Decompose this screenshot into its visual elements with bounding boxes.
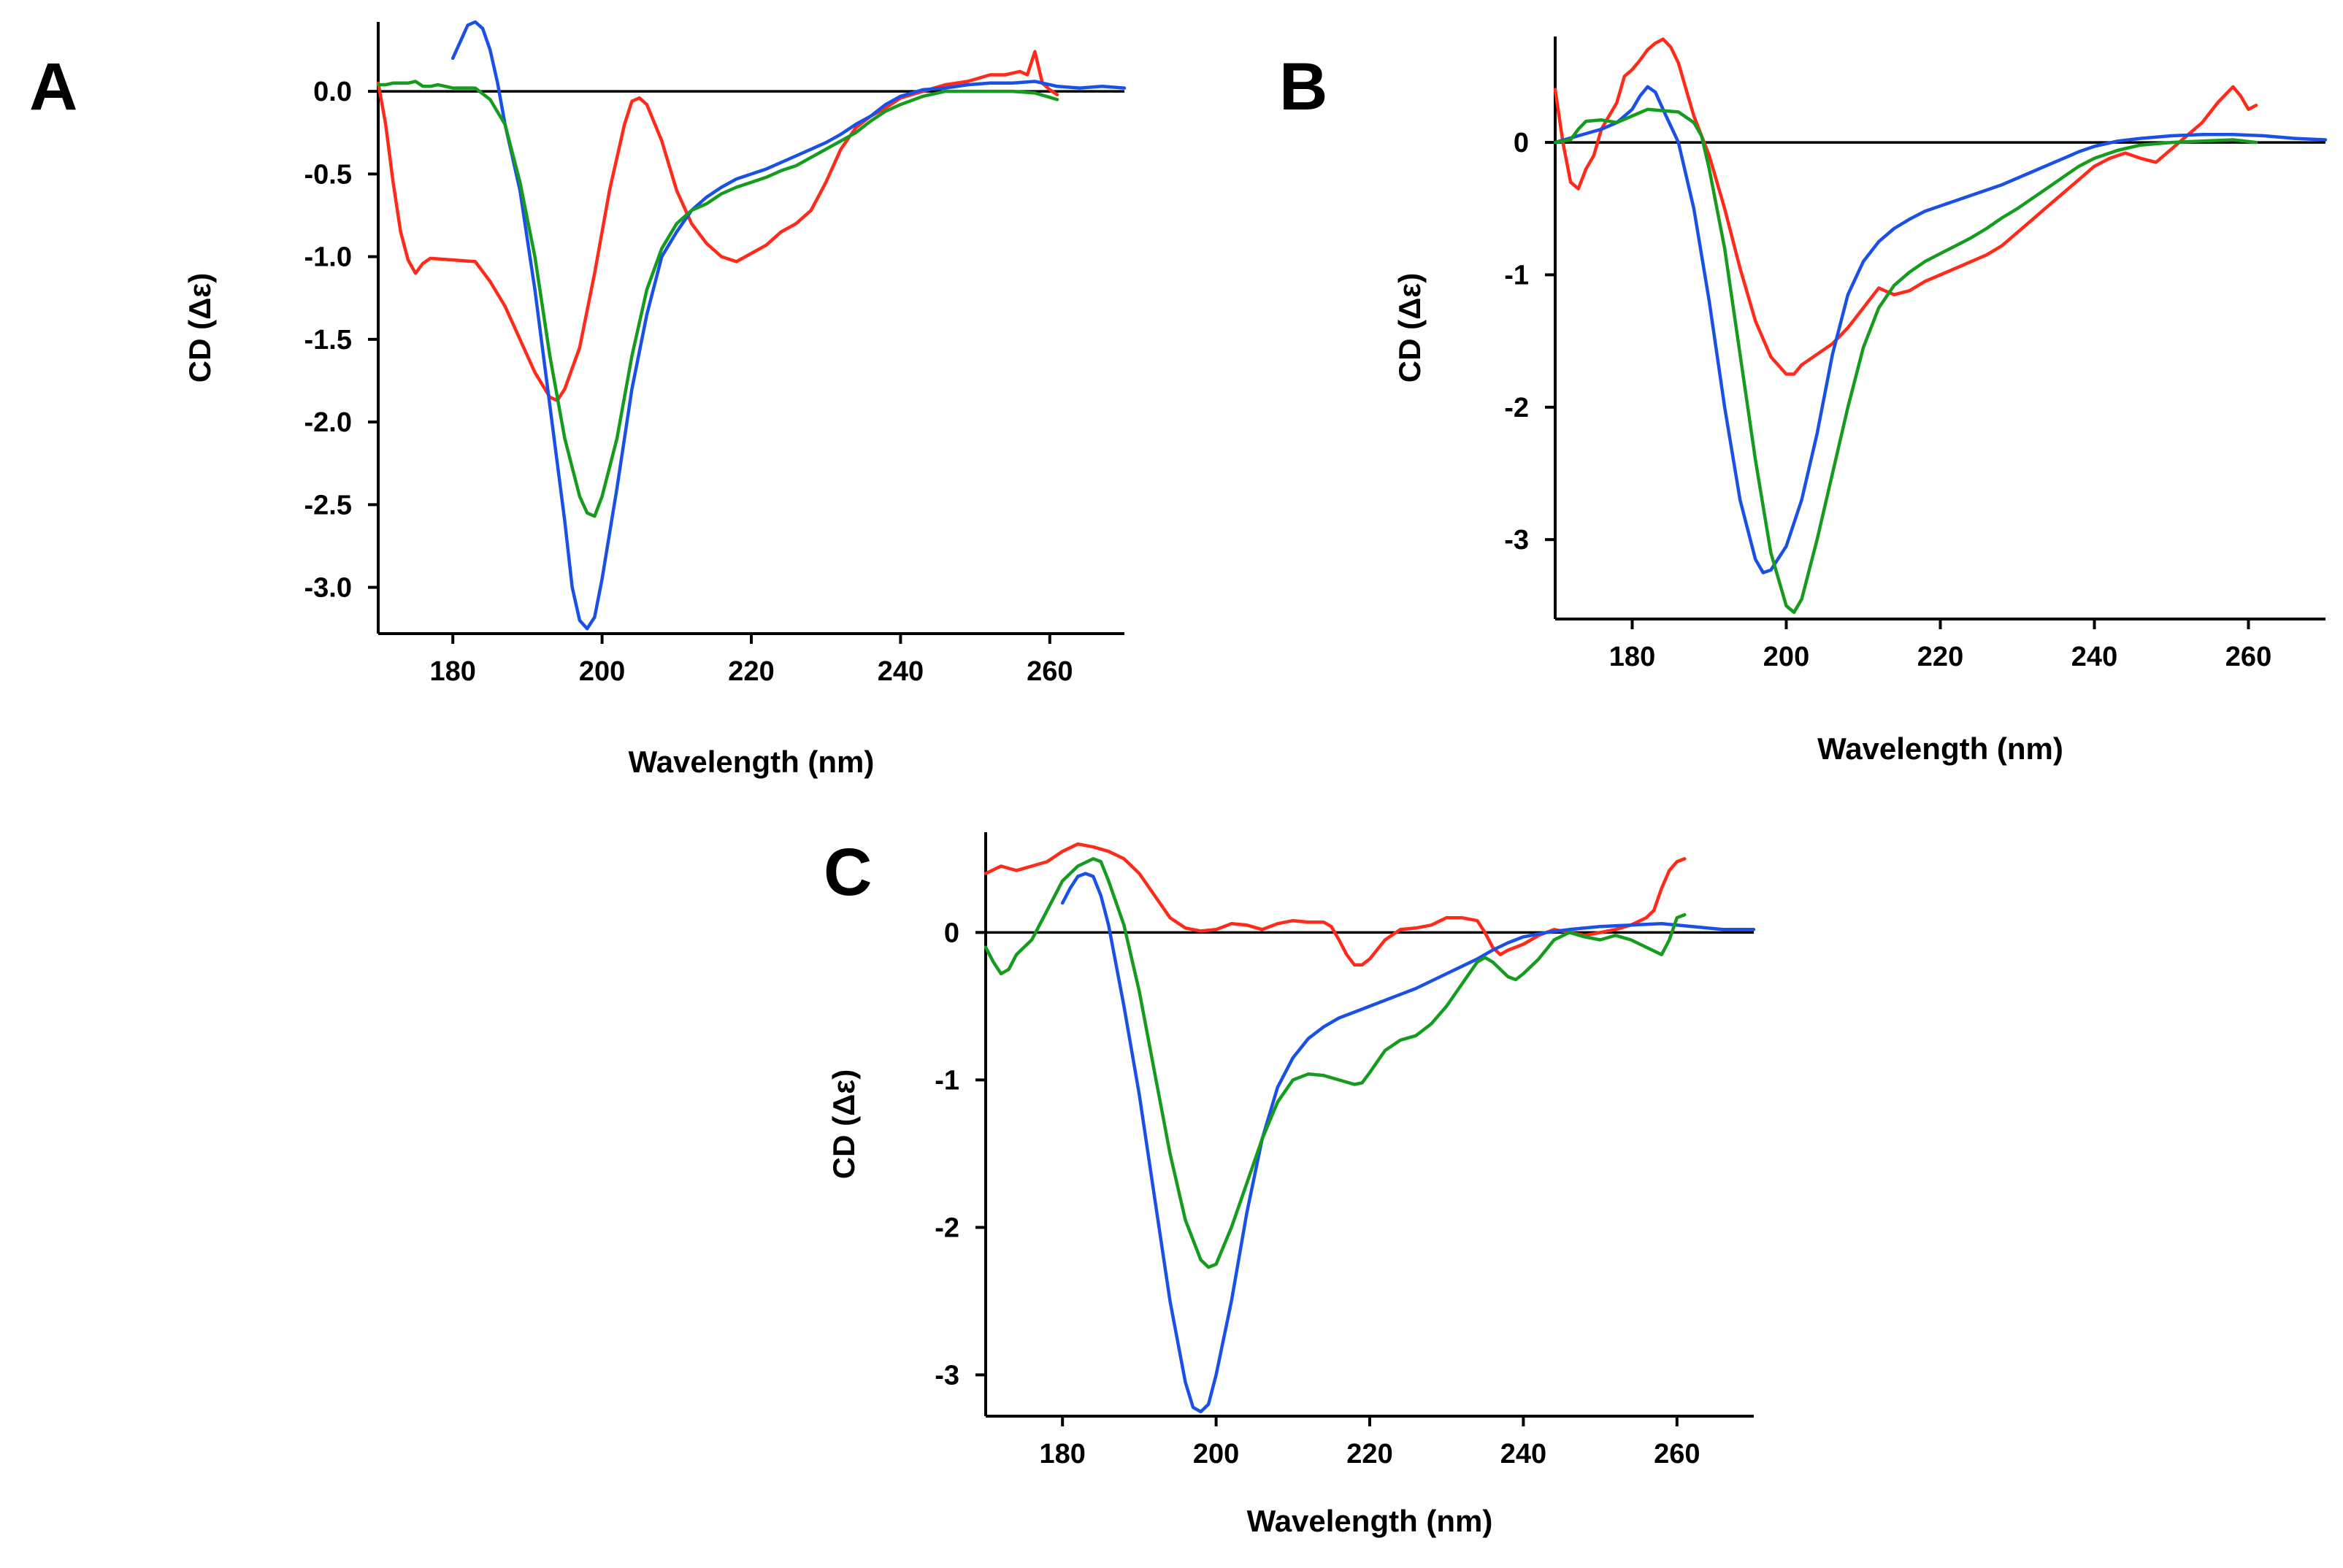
panel-c-x-tick-label: 220: [1346, 1439, 1392, 1469]
panel-a-y-tick-label: -1.0: [304, 242, 352, 273]
panel-c-blue-series-line: [1060, 872, 1756, 1414]
panel-b-x-axis-title: Wavelength (nm): [1817, 731, 2063, 766]
panel-c-y-tick-label: -2: [935, 1212, 959, 1243]
panel-a-y-tick-label: -2.5: [304, 490, 352, 520]
panel-a-x-tick-label: 260: [1027, 656, 1073, 687]
panel-c-y-axis-title: CD (Δε): [827, 1069, 861, 1179]
panel-a-x-tick-label: 220: [728, 656, 774, 687]
panel-a-x-tick-label: 180: [429, 656, 475, 687]
panel-b-x-tick-label: 240: [2071, 642, 2117, 672]
panel-a-red-series-line: [376, 50, 1059, 402]
panel-b-y-tick-label: -1: [1504, 260, 1529, 291]
panel-b-x-tick-label: 260: [2225, 642, 2271, 672]
panel-b-y-axis-title: CD (Δε): [1392, 273, 1427, 383]
panel-b-x-tick-label: 200: [1763, 642, 1809, 672]
panel-b-red-series-line: [1553, 37, 2258, 376]
panel-a-x-axis-title: Wavelength (nm): [629, 745, 875, 779]
panel-a-blue-series-line: [450, 20, 1127, 631]
panel-c-y-tick-label: 0: [944, 918, 959, 948]
panel-c-x-axis-title: Wavelength (nm): [1247, 1504, 1493, 1538]
panel-a: A 180 200 220 240 260 0.0 -0.5 -1.0 -1.5 -2.0 -2.5 -…: [29, 20, 1127, 779]
panel-a-y-axis-title: CD (Δε): [183, 273, 217, 383]
panel-c-x-tick-label: 240: [1500, 1439, 1546, 1469]
panel-b-x-tick-label: 220: [1917, 642, 1963, 672]
panel-a-y-tick-label: -1.5: [304, 325, 352, 356]
panel-c-red-series-line: [983, 842, 1687, 967]
panel-b-y-tick-label: -2: [1504, 393, 1529, 423]
panel-a-x-tick-label: 200: [579, 656, 625, 687]
panel-b-letter: B: [1279, 50, 1327, 124]
panel-b-y-tick-label: 0: [1514, 128, 1529, 158]
panel-c: C 180 200 220 240 260 0 -1 -2 -3 Wavelength (nm) CD…: [824, 832, 1756, 1538]
panel-c-green-series-line: [983, 857, 1687, 1269]
panel-c-letter: C: [824, 835, 872, 910]
panel-a-y-tick-label: -0.5: [304, 159, 352, 190]
panel-a-green-series-line: [376, 80, 1059, 518]
panel-a-y-tick-label: 0.0: [313, 77, 352, 107]
panel-a-y-tick-label: -3.0: [304, 573, 352, 604]
panel-c-y-tick-label: -1: [935, 1065, 959, 1096]
panel-c-x-tick-label: 200: [1193, 1439, 1239, 1469]
panel-a-letter: A: [29, 50, 77, 124]
panel-b-blue-series-line: [1553, 85, 2328, 574]
panel-c-y-tick-label: -3: [935, 1360, 959, 1391]
panel-a-y-tick-label: -2.0: [304, 407, 352, 438]
panel-b-x-tick-label: 180: [1609, 642, 1655, 672]
panel-b-y-tick-label: -3: [1504, 525, 1529, 556]
panel-b: B 180 200 220 240 260 0 -1 -2 -3 Wavelength (nm) CD…: [1279, 36, 2328, 766]
panel-c-x-tick-label: 180: [1039, 1439, 1085, 1469]
panel-b-green-series-line: [1553, 107, 2258, 615]
panel-a-x-tick-label: 240: [878, 656, 924, 687]
panel-c-x-tick-label: 260: [1654, 1439, 1700, 1469]
